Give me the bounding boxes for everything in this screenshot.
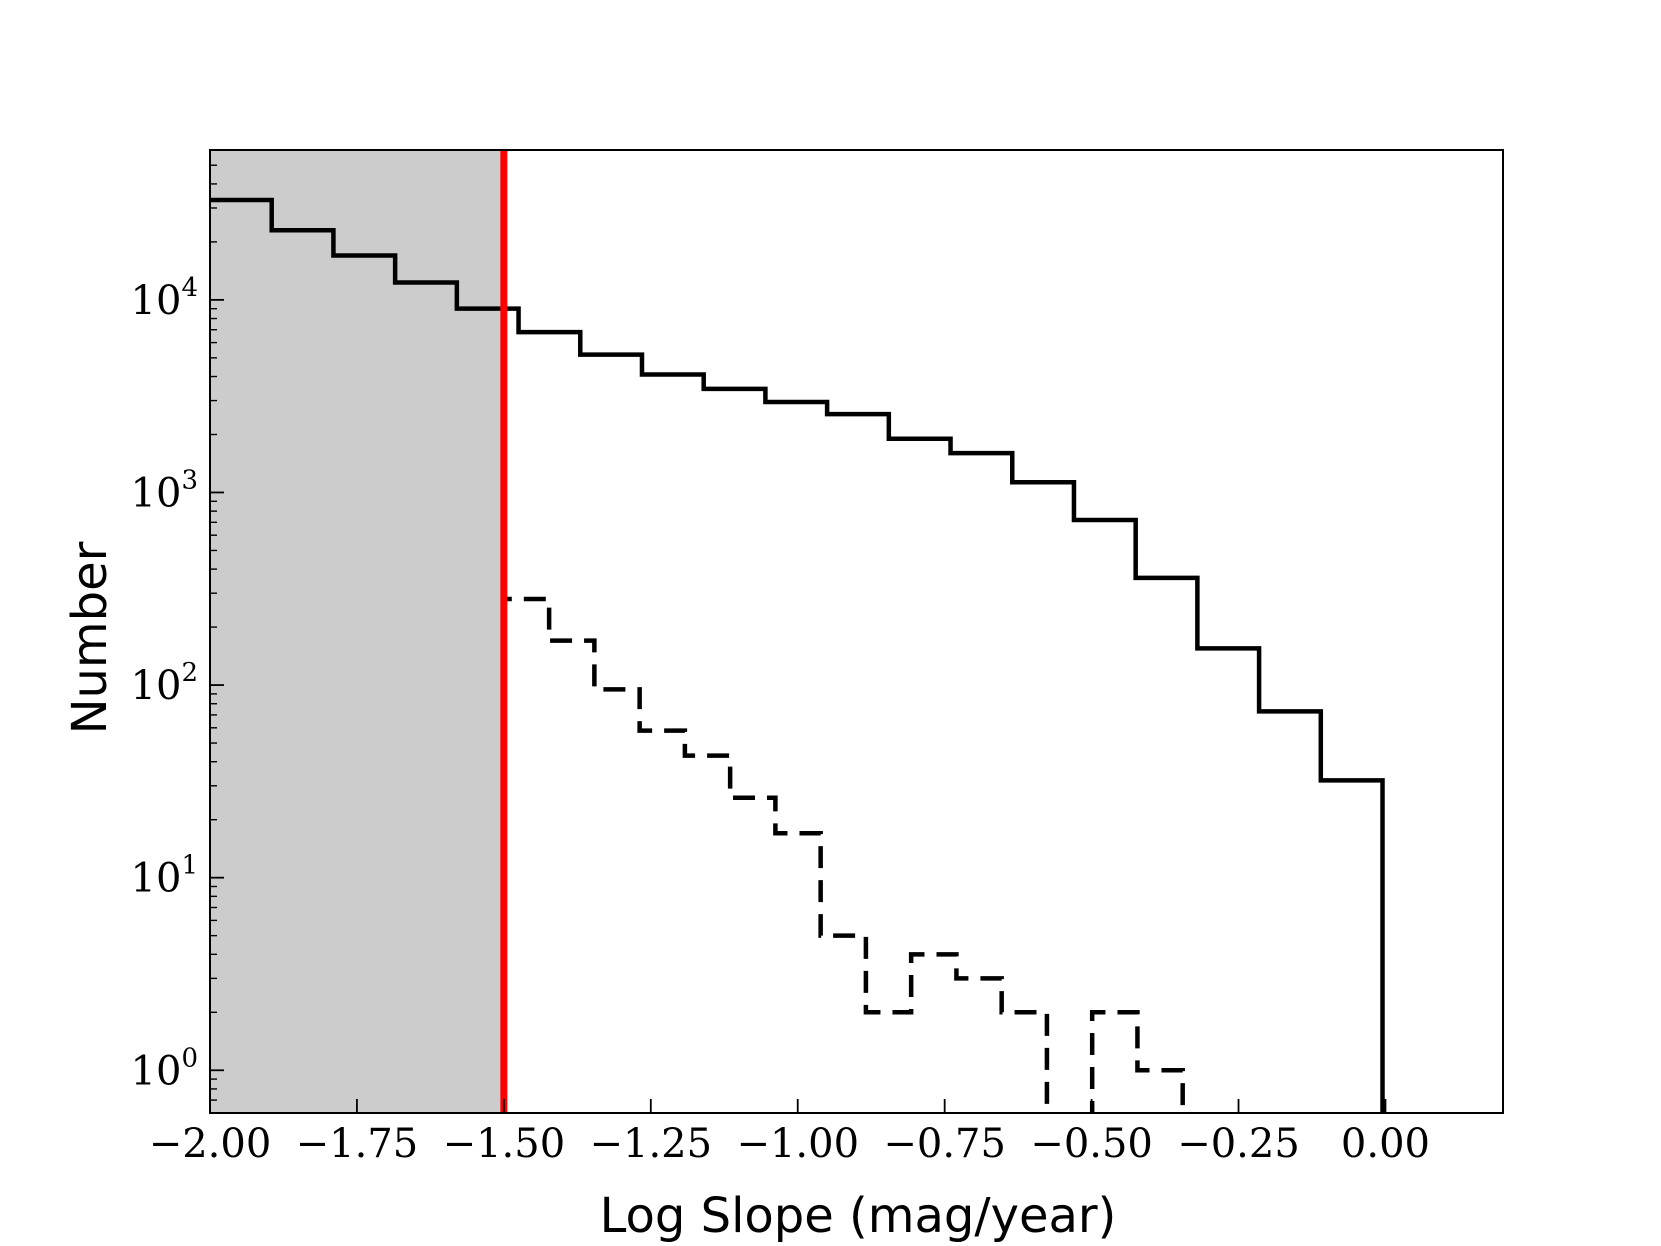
x-tick-label: −1.75 [296, 1121, 419, 1167]
x-tick-label: 0.00 [1341, 1121, 1430, 1167]
axes: −2.00 −1.75 −1.50 −1.25 −1.00 −0.75 −0.50 −0.25… [131, 149, 1504, 1167]
y-tick-label: 100 [131, 1043, 198, 1094]
series-solid [210, 197, 1385, 1113]
series-dashed [501, 596, 1185, 1113]
x-tick-label: −1.25 [590, 1121, 713, 1167]
y-tick-label: 102 [131, 658, 198, 709]
y-axis-title: Number [62, 541, 118, 734]
x-tick-label: −1.00 [736, 1121, 859, 1167]
y-tick-label: 103 [131, 465, 198, 516]
y-tick-label: 104 [131, 273, 198, 324]
y-tick-label: 101 [131, 851, 198, 902]
series-dashed-step-line [501, 596, 1185, 1113]
x-axis-title: Log Slope (mag/year) [600, 1188, 1117, 1244]
x-tick-label: −1.50 [443, 1121, 566, 1167]
x-tick-label: −0.75 [883, 1121, 1006, 1167]
axes-frame [209, 149, 1504, 1114]
x-tick-label: −2.00 [149, 1121, 272, 1167]
shaded-region [210, 150, 504, 1113]
x-tick-label: −0.25 [1177, 1121, 1300, 1167]
series-solid-step-line [210, 197, 1385, 1113]
x-tick-label: −0.50 [1030, 1121, 1153, 1167]
plot-area [210, 150, 1385, 1113]
